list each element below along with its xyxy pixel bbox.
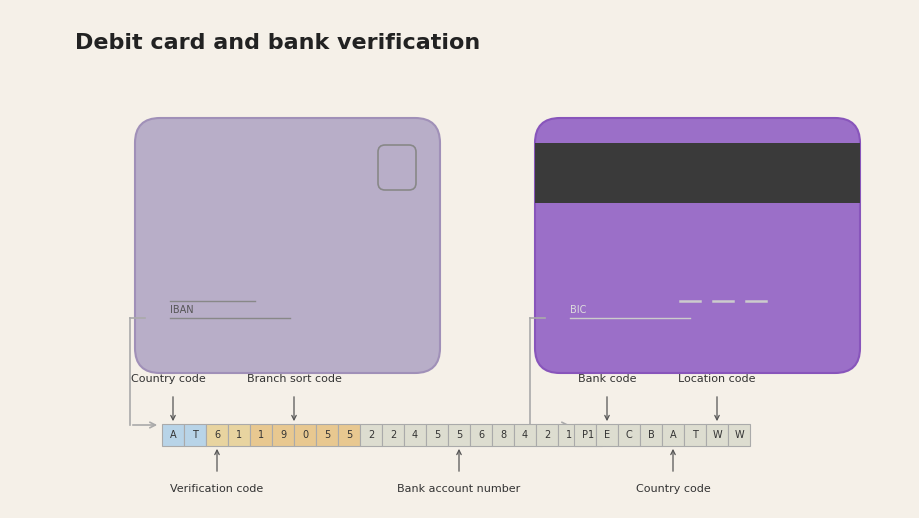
Bar (596, 424, 618, 446)
Bar (162, 424, 184, 446)
Bar (315, 424, 337, 446)
FancyBboxPatch shape (378, 145, 415, 190)
Text: BIC: BIC (570, 305, 585, 315)
Text: 9: 9 (279, 430, 286, 440)
Text: 1: 1 (587, 430, 594, 440)
Text: 1: 1 (565, 430, 572, 440)
Bar (558, 424, 579, 446)
Bar (184, 424, 206, 446)
Text: Bank code: Bank code (577, 374, 636, 384)
Text: 6: 6 (477, 430, 483, 440)
Bar (579, 424, 601, 446)
Text: Bank account number: Bank account number (397, 484, 520, 494)
Bar (514, 424, 536, 446)
Text: Country code: Country code (635, 484, 709, 494)
Text: Branch sort code: Branch sort code (246, 374, 341, 384)
Text: W: W (711, 430, 721, 440)
Bar (705, 424, 727, 446)
Bar (228, 424, 250, 446)
Text: 4: 4 (412, 430, 417, 440)
Text: 1: 1 (235, 430, 242, 440)
Text: A: A (169, 430, 176, 440)
Text: 0: 0 (301, 430, 308, 440)
Bar (535, 143, 859, 203)
Text: 2: 2 (543, 430, 550, 440)
FancyBboxPatch shape (535, 118, 859, 373)
Text: 5: 5 (323, 430, 330, 440)
Text: 8: 8 (499, 430, 505, 440)
Bar (359, 424, 381, 446)
Bar (640, 424, 662, 446)
Text: 1: 1 (257, 430, 264, 440)
Bar (573, 424, 596, 446)
Text: C: C (625, 430, 631, 440)
Bar (727, 424, 749, 446)
Text: IBAN: IBAN (170, 305, 193, 315)
Bar (381, 424, 403, 446)
Text: 2: 2 (368, 430, 374, 440)
Bar (448, 424, 470, 446)
Text: W: W (733, 430, 743, 440)
Bar (425, 424, 448, 446)
Text: T: T (192, 430, 198, 440)
Text: 5: 5 (434, 430, 439, 440)
Text: E: E (603, 430, 609, 440)
Bar (337, 424, 359, 446)
Bar (683, 424, 705, 446)
Bar (206, 424, 228, 446)
Text: 4: 4 (521, 430, 528, 440)
Bar (250, 424, 272, 446)
Text: Country code: Country code (130, 374, 205, 384)
Text: 5: 5 (456, 430, 461, 440)
Bar (618, 424, 640, 446)
Text: Verification code: Verification code (170, 484, 264, 494)
Bar (492, 424, 514, 446)
Bar (294, 424, 315, 446)
Bar (470, 424, 492, 446)
Bar (403, 424, 425, 446)
Text: Debit card and bank verification: Debit card and bank verification (75, 33, 480, 53)
Text: A: A (669, 430, 675, 440)
Text: T: T (691, 430, 698, 440)
Bar (662, 424, 683, 446)
Text: P: P (582, 430, 587, 440)
FancyBboxPatch shape (135, 118, 439, 373)
Bar (272, 424, 294, 446)
Text: 6: 6 (214, 430, 220, 440)
Text: Location code: Location code (677, 374, 754, 384)
Text: B: B (647, 430, 653, 440)
Text: 5: 5 (346, 430, 352, 440)
Text: 2: 2 (390, 430, 396, 440)
Bar (536, 424, 558, 446)
